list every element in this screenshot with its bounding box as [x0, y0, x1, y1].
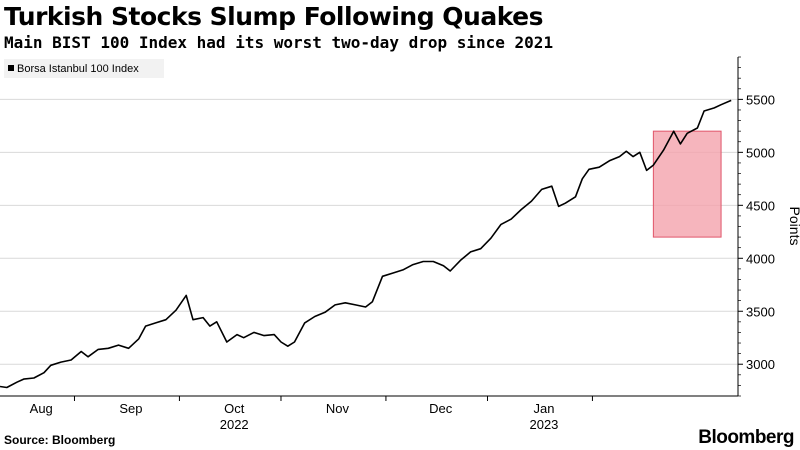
- legend-entry-bist100: Borsa Istanbul 100 Index: [17, 63, 139, 75]
- x-tick-label-dec: Dec: [429, 401, 453, 416]
- y-tick-label-3000: 3000: [746, 357, 775, 372]
- x-year-label-2023: 2023: [529, 417, 558, 432]
- chart-title: Turkish Stocks Slump Following Quakes: [4, 2, 544, 31]
- x-tick-label-nov: Nov: [326, 401, 350, 416]
- y-tick-label-5000: 5000: [746, 145, 775, 160]
- legend: Borsa Istanbul 100 Index: [4, 59, 164, 78]
- x-tick-label-jan: Jan: [533, 401, 554, 416]
- legend-box: [4, 59, 164, 78]
- x-tick-label-aug: Aug: [30, 401, 53, 416]
- source-note: Source: Bloomberg: [4, 433, 116, 447]
- y-tick-label-4000: 4000: [746, 251, 775, 266]
- x-tick-label-sep: Sep: [119, 401, 142, 416]
- legend-swatch: [8, 65, 14, 71]
- y-axis-ticks: 3000 3500 4000 4500 5000 5500: [738, 56, 775, 397]
- x-tick-label-oct: Oct: [224, 401, 245, 416]
- quake-highlight-box: [652, 130, 722, 238]
- x-year-label-2022: 2022: [220, 417, 249, 432]
- x-axis-ticks: Aug Sep Oct Nov Dec Jan 2022 2023: [30, 396, 593, 432]
- y-tick-label-3500: 3500: [746, 304, 775, 319]
- y-tick-label-4500: 4500: [746, 198, 775, 213]
- y-axis-label: Points: [787, 207, 800, 246]
- bloomberg-logo: Bloomberg: [698, 427, 794, 448]
- series-line-bist100: [0, 99, 732, 389]
- chart-subtitle: Main BIST 100 Index had its worst two-da…: [4, 33, 554, 52]
- gridlines: [0, 98, 738, 365]
- y-tick-label-5500: 5500: [746, 92, 775, 107]
